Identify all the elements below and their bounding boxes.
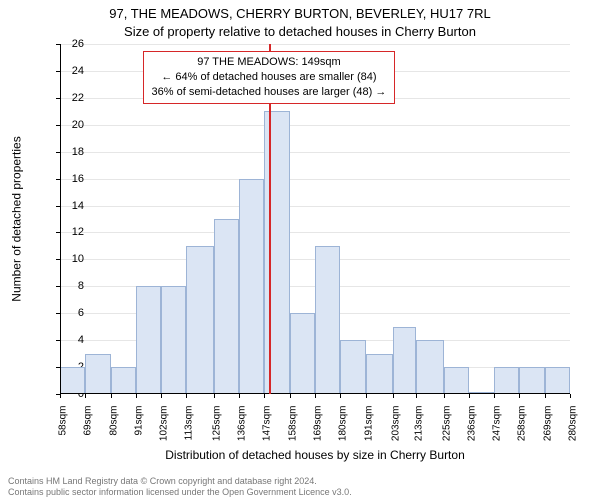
x-tick-mark [161,394,162,398]
annotation-line1: 97 THE MEADOWS: 149sqm [152,55,387,70]
chart-title-line2: Size of property relative to detached ho… [0,24,600,39]
histogram-bar [494,367,519,394]
annotation-line3: 36% of semi-detached houses are larger (… [152,85,387,100]
annotation-box: 97 THE MEADOWS: 149sqm← 64% of detached … [143,51,396,104]
chart-title-line1: 97, THE MEADOWS, CHERRY BURTON, BEVERLEY… [0,6,600,21]
histogram-bar [519,367,544,394]
footer-line1: Contains HM Land Registry data © Crown c… [8,476,352,487]
chart-container: 97, THE MEADOWS, CHERRY BURTON, BEVERLEY… [0,0,600,500]
histogram-bar [214,219,239,394]
histogram-bar [545,367,570,394]
footer-line2: Contains public sector information licen… [8,487,352,498]
x-tick-mark [111,394,112,398]
histogram-bar [444,367,469,394]
x-tick-mark [290,394,291,398]
histogram-bar [186,246,214,394]
histogram-bar [290,313,315,394]
x-tick-mark [444,394,445,398]
histogram-bar [315,246,340,394]
y-axis-line [60,44,61,394]
histogram-bar [136,286,161,394]
y-axis-label: Number of detached properties [10,136,24,301]
histogram-bar [340,340,365,394]
x-tick-mark [214,394,215,398]
x-tick-mark [393,394,394,398]
plot-inner: 58sqm69sqm80sqm91sqm102sqm113sqm125sqm13… [60,44,570,394]
x-tick-mark [264,394,265,398]
x-tick-mark [239,394,240,398]
x-axis-line [60,393,570,394]
x-tick-mark [186,394,187,398]
x-tick-mark [366,394,367,398]
x-tick-mark [519,394,520,398]
x-tick-mark [340,394,341,398]
x-tick-mark [85,394,86,398]
x-tick-mark [570,394,571,398]
footer: Contains HM Land Registry data © Crown c… [8,476,352,498]
annotation-line2: ← 64% of detached houses are smaller (84… [152,70,387,85]
y-axis-label-wrap: Number of detached properties [10,44,24,394]
x-tick-mark [469,394,470,398]
x-tick-mark [136,394,137,398]
histogram-bar [239,179,264,394]
histogram-bar [366,354,394,394]
histogram-bar [60,367,85,394]
plot-area: 58sqm69sqm80sqm91sqm102sqm113sqm125sqm13… [60,44,570,394]
histogram-bar [161,286,186,394]
histogram-bar [416,340,444,394]
x-axis-label: Distribution of detached houses by size … [60,448,570,462]
histogram-bar [111,367,136,394]
x-tick-mark [494,394,495,398]
x-tick-mark [416,394,417,398]
x-tick-mark [545,394,546,398]
histogram-bar [393,327,416,394]
x-tick-mark [315,394,316,398]
histogram-bar [85,354,110,394]
